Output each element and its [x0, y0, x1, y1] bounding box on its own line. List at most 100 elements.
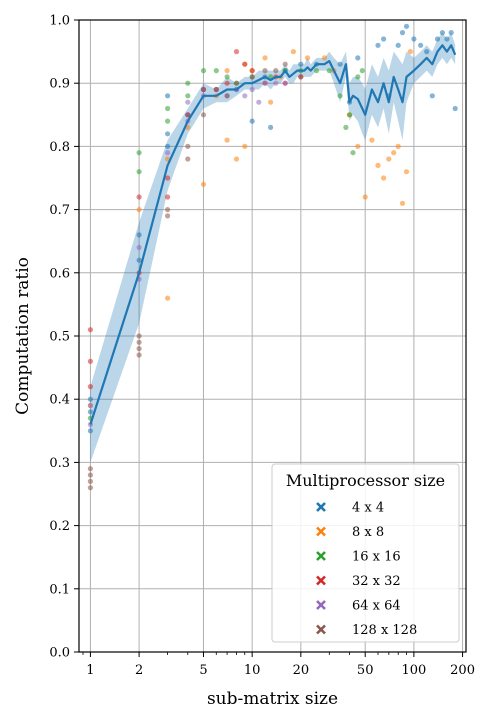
data-point — [165, 150, 171, 156]
x-tick-label: 1 — [86, 663, 94, 678]
data-point — [136, 207, 142, 213]
data-point — [399, 200, 406, 206]
y-tick-label: 0.0 — [49, 646, 70, 661]
legend: Multiprocessor size 4 x 4 8 x 8 16 x 16 32 … — [271, 463, 460, 643]
data-point — [268, 99, 274, 105]
data-point — [136, 352, 142, 358]
data-point — [165, 194, 171, 200]
data-point — [273, 68, 279, 74]
series-points — [87, 61, 304, 491]
legend-entry: 4 x 4 — [316, 501, 384, 516]
data-point — [434, 36, 441, 42]
data-point — [256, 99, 262, 105]
data-point — [185, 112, 191, 118]
data-point — [386, 156, 392, 162]
data-point — [165, 105, 171, 112]
data-point — [213, 86, 219, 93]
data-point — [242, 143, 248, 149]
data-point — [200, 86, 207, 93]
data-point — [165, 295, 171, 301]
data-point — [391, 150, 397, 156]
data-point — [136, 194, 142, 200]
data-point — [355, 74, 361, 80]
data-point — [249, 86, 255, 93]
legend-entry-label: 64 x 64 — [352, 599, 401, 614]
data-point — [290, 49, 296, 55]
data-point — [233, 80, 240, 86]
data-point — [224, 93, 230, 99]
y-tick-label: 0.2 — [49, 519, 70, 534]
legend-entry-label: 8 x 8 — [352, 525, 384, 540]
legend-entry: 8 x 8 — [316, 525, 384, 540]
data-point — [282, 61, 288, 67]
data-point — [165, 175, 171, 181]
x-tick-label: 2 — [135, 663, 143, 678]
data-point — [337, 93, 343, 99]
data-point — [375, 162, 381, 168]
data-point — [403, 23, 410, 29]
data-point — [337, 61, 343, 67]
legend-entry-label: 16 x 16 — [352, 550, 401, 565]
data-point — [369, 137, 375, 143]
data-point — [200, 68, 207, 74]
data-point — [452, 105, 458, 112]
data-point — [165, 118, 171, 124]
data-point — [87, 358, 93, 364]
data-point — [381, 175, 387, 181]
confidence-band — [90, 32, 456, 463]
x-axis-label: sub-matrix size — [207, 689, 338, 709]
data-point — [262, 55, 268, 61]
legend-entry-label: 128 x 128 — [352, 623, 417, 638]
data-point — [224, 137, 230, 143]
x-tick-label: 10 — [244, 663, 261, 678]
data-point — [136, 346, 142, 352]
data-point — [136, 150, 142, 156]
legend-entry: 16 x 16 — [316, 550, 401, 565]
data-point — [249, 118, 255, 124]
data-point — [355, 55, 361, 61]
mean-line — [89, 44, 457, 425]
legend-entry: 64 x 64 — [316, 599, 401, 614]
data-point — [418, 42, 424, 48]
y-tick-label: 0.9 — [49, 77, 70, 92]
data-point — [429, 93, 435, 99]
data-point — [381, 36, 387, 42]
legend-title: Multiprocessor size — [286, 471, 445, 490]
data-point — [87, 485, 93, 491]
data-point — [185, 143, 191, 149]
legend-entry-label: 32 x 32 — [352, 574, 401, 589]
data-point — [350, 150, 356, 156]
series-points — [87, 23, 458, 434]
x-tick-label: 20 — [293, 663, 310, 678]
data-point — [224, 80, 230, 86]
data-point — [346, 112, 353, 118]
data-point — [136, 244, 142, 251]
axis-ticks: 0.0 0.1 0.2 0.3 0.4 0.5 0.6 0.7 0.8 0.9 1.0 1 2 5 10 20… — [49, 14, 475, 679]
y-tick-label: 0.5 — [49, 330, 70, 345]
data-point — [262, 80, 268, 86]
data-point — [87, 478, 93, 484]
data-point — [200, 112, 207, 118]
legend-marker-b — [316, 600, 326, 610]
data-point — [136, 339, 142, 345]
data-point — [224, 74, 230, 80]
data-point — [407, 49, 413, 55]
data-point — [326, 68, 332, 74]
legend-marker-b — [316, 575, 326, 586]
data-point — [362, 194, 368, 200]
data-point — [321, 55, 328, 61]
data-point — [213, 68, 219, 74]
data-point — [165, 93, 171, 99]
data-point — [136, 333, 142, 339]
legend-entry-label: 4 x 4 — [352, 501, 384, 516]
legend-entry: 128 x 128 — [316, 623, 417, 638]
data-point — [185, 156, 191, 162]
data-point — [273, 80, 279, 86]
x-tick-label: 5 — [199, 663, 207, 678]
data-point — [87, 327, 93, 333]
x-tick-label: 100 — [401, 663, 426, 678]
data-point — [399, 29, 406, 36]
legend-marker-b — [316, 526, 326, 537]
data-point — [87, 402, 93, 409]
data-point — [87, 384, 93, 390]
